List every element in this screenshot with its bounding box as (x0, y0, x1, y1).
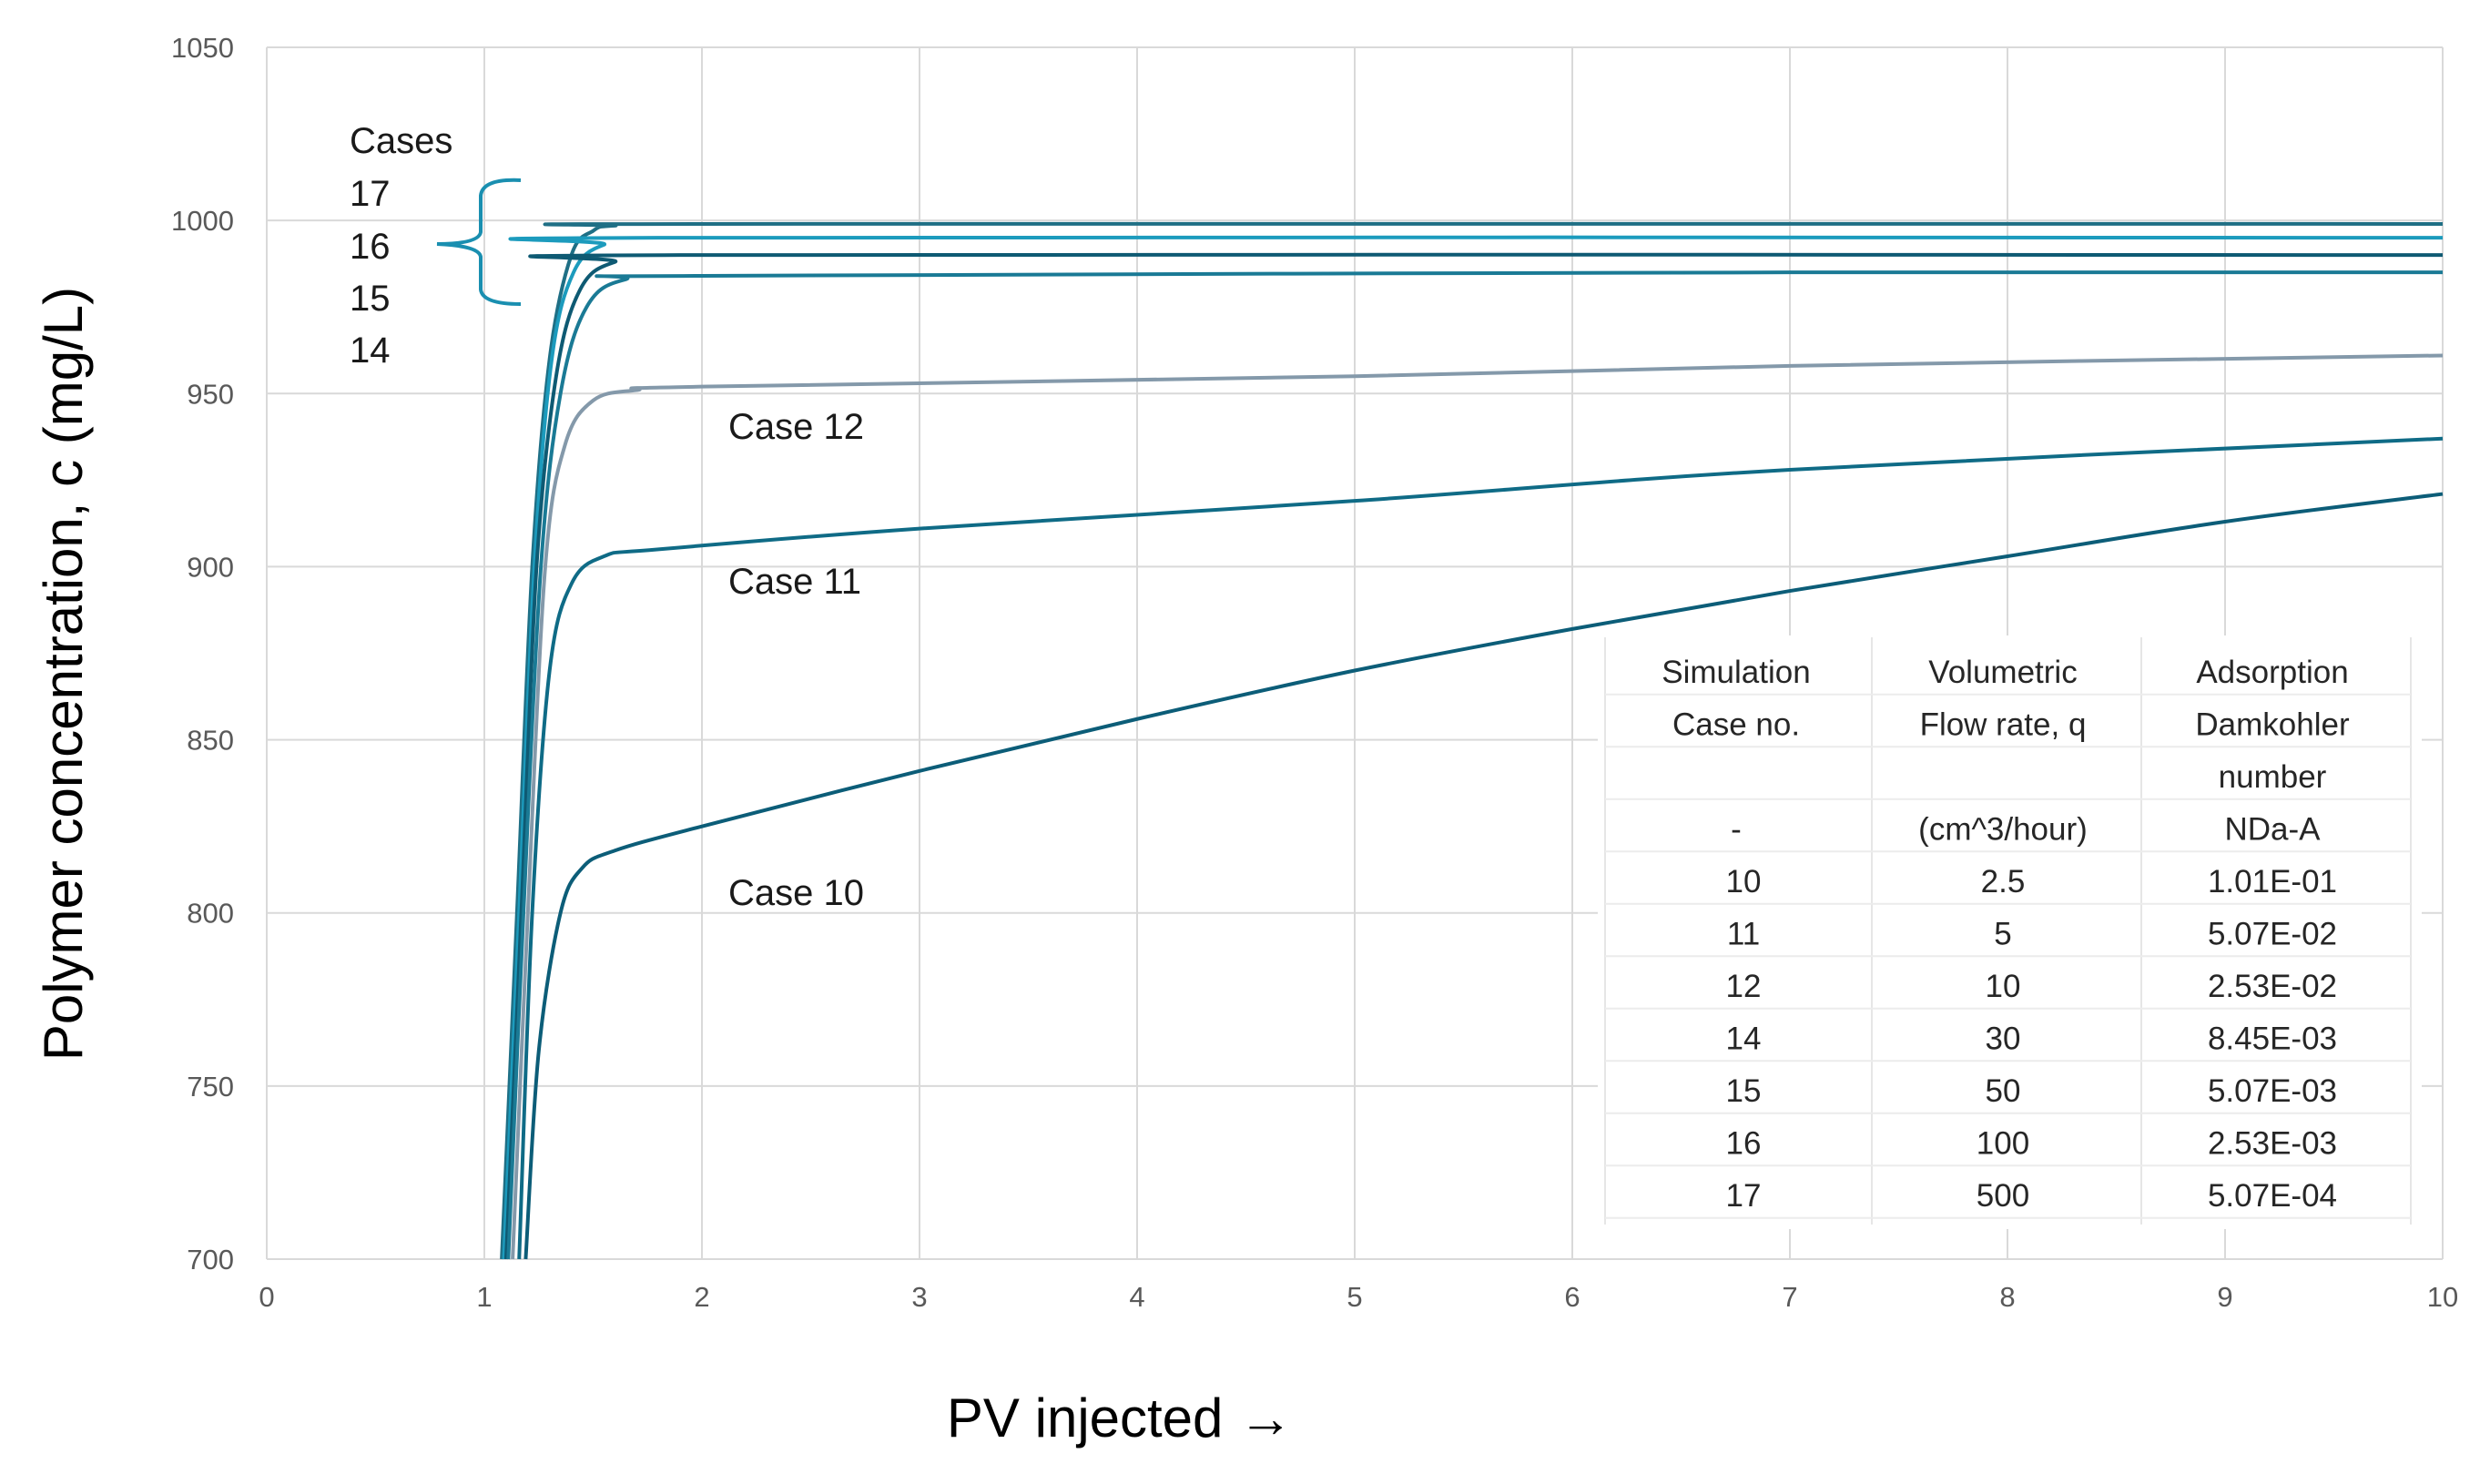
table-header-cell: Volumetric (1928, 655, 2077, 690)
table-background (1598, 635, 2422, 1229)
table-header-cell: Simulation (1662, 655, 1810, 690)
y-tick-label: 950 (187, 378, 234, 410)
x-tick-label: 1 (476, 1281, 492, 1313)
y-axis-title: Polymer concentration, c (mg/L) (33, 287, 94, 1061)
series-line-case-15 (503, 252, 2444, 1260)
series-line-case-17 (500, 221, 2444, 1260)
table-cell: 14 (1726, 1022, 1762, 1057)
table-cell: 5 (1994, 917, 2011, 952)
x-axis-title: PV injected → (947, 1387, 1293, 1448)
series-line-case-10 (523, 492, 2444, 1260)
y-tick-label: 1050 (171, 32, 234, 64)
table-cell: 1.01E-01 (2208, 864, 2337, 900)
y-tick-label: 900 (187, 551, 234, 583)
case-11-annotation: Case 11 (728, 562, 861, 602)
table-cell: 17 (1726, 1178, 1762, 1214)
table-cell: 10 (1726, 864, 1762, 900)
table-cell: 30 (1986, 1022, 2021, 1057)
y-tick-labels: 700 750 800 850 900 950 1000 1050 (171, 32, 234, 1276)
table-cell: 8.45E-03 (2208, 1022, 2337, 1057)
series-line-case-16 (502, 235, 2444, 1260)
case-10-annotation: Case 10 (728, 873, 864, 913)
table-cell: 500 (1977, 1178, 2029, 1214)
table-cell: 10 (1986, 969, 2021, 1004)
data-table: Simulation Volumetric Adsorption Case no. Fl… (1598, 635, 2422, 1229)
x-tick-label: 10 (2427, 1281, 2458, 1313)
series-line-case-12 (511, 353, 2444, 1260)
x-tick-label: 5 (1347, 1281, 1362, 1313)
table-cell: 2.53E-02 (2208, 969, 2337, 1004)
case-14-label: 14 (350, 330, 391, 371)
series-line-case-14 (506, 269, 2444, 1260)
x-tick-label: 8 (1999, 1281, 2015, 1313)
x-tick-label: 6 (1564, 1281, 1580, 1313)
case-16-label: 16 (350, 227, 391, 267)
table-cell: 11 (1727, 917, 1760, 952)
y-tick-label: 750 (187, 1071, 234, 1103)
case-15-label: 15 (350, 279, 391, 319)
table-cell: 100 (1977, 1126, 2029, 1162)
y-tick-label: 1000 (171, 205, 234, 237)
case-17-label: 17 (350, 174, 391, 214)
table-header-cell: Flow rate, q (1920, 707, 2087, 743)
x-tick-label: 2 (694, 1281, 709, 1313)
series-line-case-11 (517, 436, 2444, 1260)
x-tick-labels: 0 1 2 3 4 5 6 7 8 9 10 (259, 1281, 2458, 1313)
x-tick-label: 7 (1782, 1281, 1797, 1313)
cases-label: Cases (350, 121, 452, 161)
table-header-cell: - (1731, 812, 1742, 848)
x-tick-label: 4 (1129, 1281, 1144, 1313)
curly-brace (436, 178, 522, 306)
table-cell: 2.53E-03 (2208, 1126, 2337, 1162)
table-cell: 5.07E-04 (2208, 1178, 2337, 1214)
x-tick-label: 9 (2217, 1281, 2232, 1313)
table-header-cell: Case no. (1672, 707, 1800, 743)
x-tick-label: 0 (259, 1281, 274, 1313)
table-cell: 5.07E-03 (2208, 1073, 2337, 1109)
x-tick-label: 3 (911, 1281, 927, 1313)
y-tick-label: 850 (187, 725, 234, 757)
y-tick-label: 700 (187, 1244, 234, 1276)
table-cell: 15 (1726, 1073, 1762, 1109)
series-lines (500, 221, 2444, 1260)
table-cell: 16 (1726, 1126, 1762, 1162)
table-cell: 12 (1726, 969, 1762, 1004)
table-header-cell: NDa-A (2224, 812, 2321, 848)
table-header-cell: (cm^3/hour) (1918, 812, 2088, 848)
table-cell: 2.5 (1981, 864, 2026, 900)
table-header-cell: Damkohler (2195, 707, 2350, 743)
y-tick-label: 800 (187, 898, 234, 930)
table-header-cell: Adsorption (2196, 655, 2348, 690)
case-12-annotation: Case 12 (728, 407, 864, 447)
cases-group-annotation: Cases 17 16 15 14 (350, 121, 522, 371)
table-cell: 5.07E-02 (2208, 917, 2337, 952)
table-header-cell: number (2219, 759, 2327, 795)
table-cell: 50 (1986, 1073, 2021, 1109)
